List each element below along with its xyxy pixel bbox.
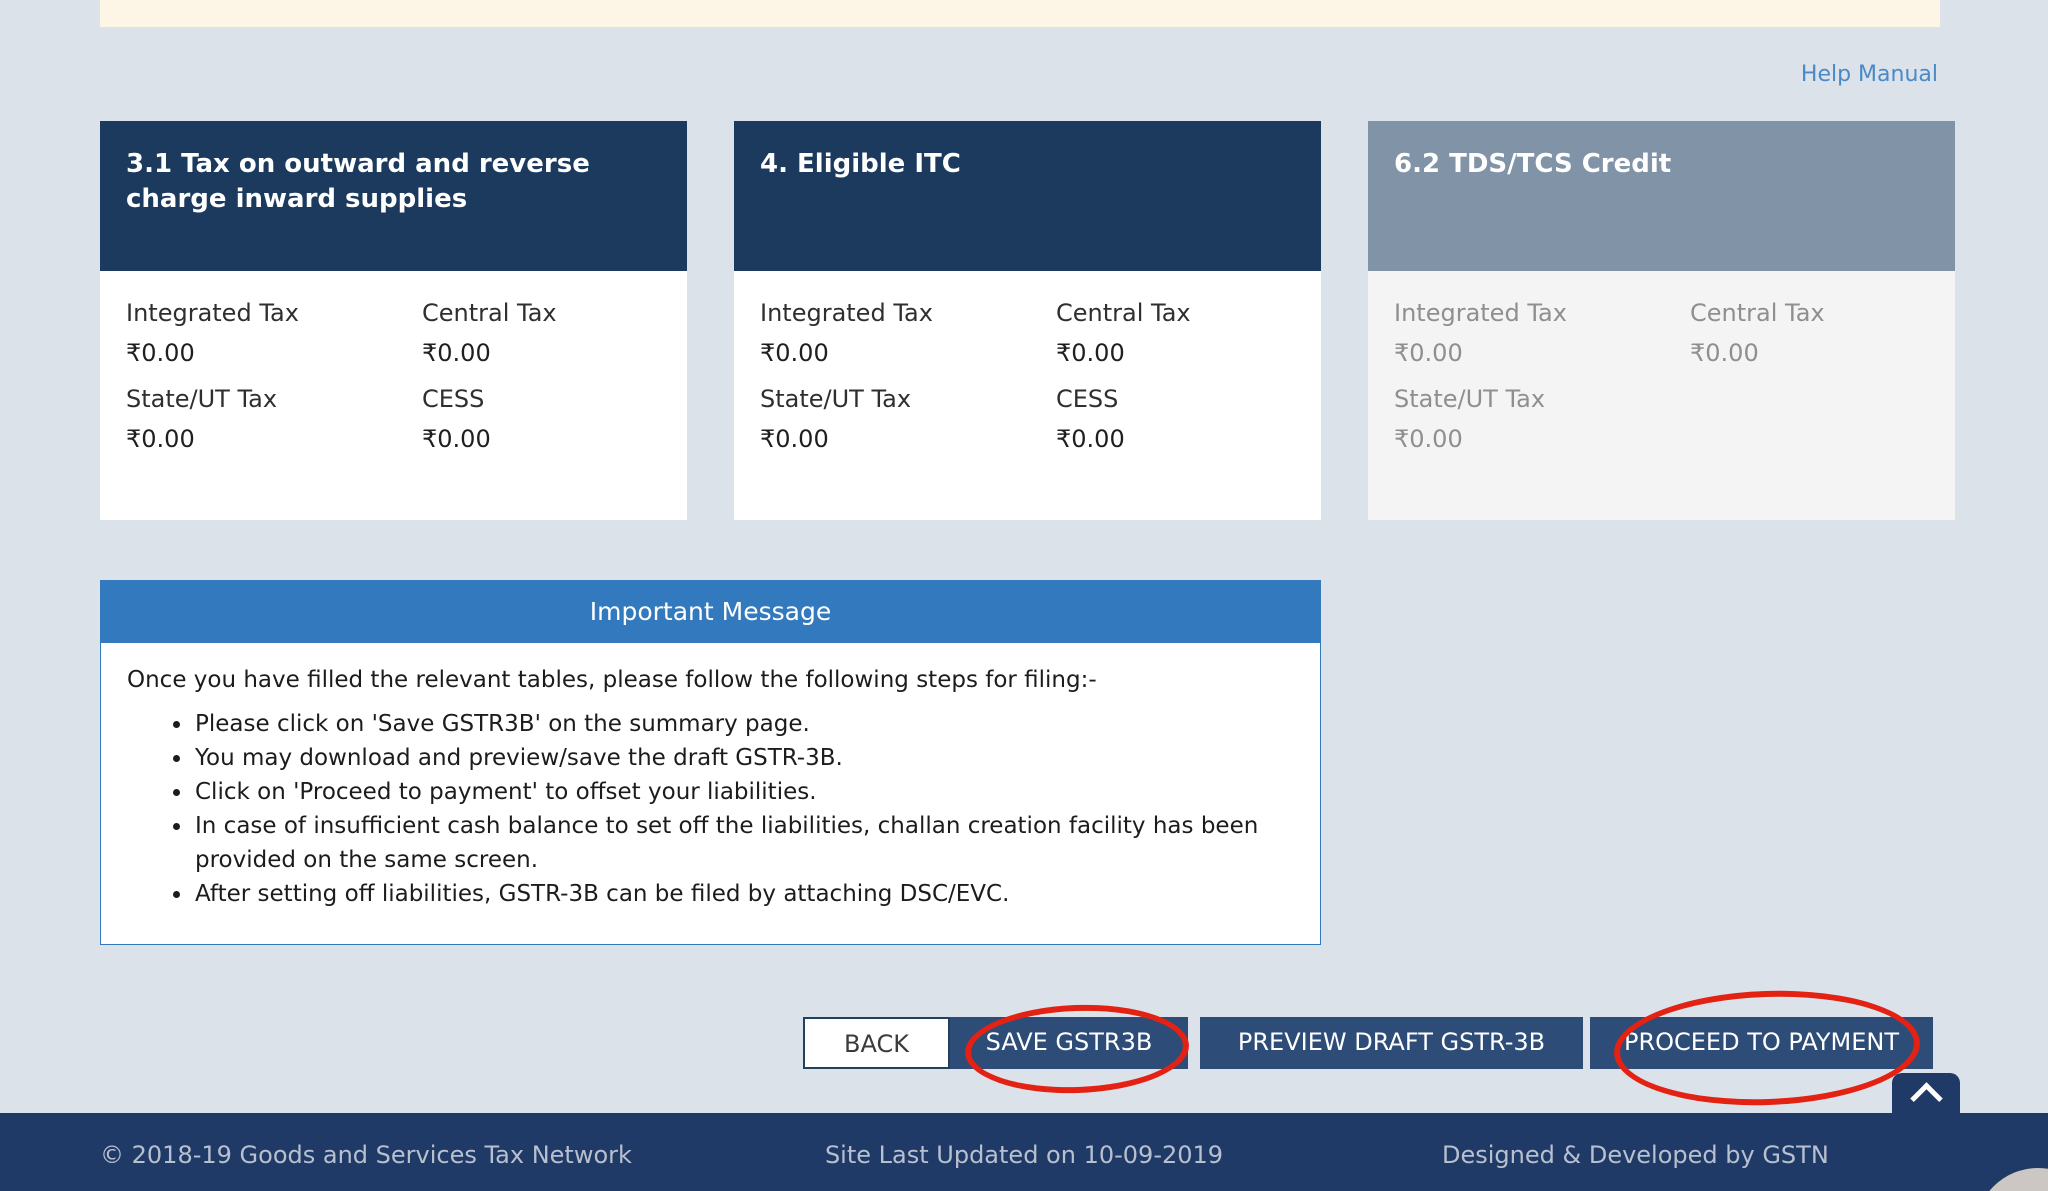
field-value: ₹0.00 [126, 339, 195, 367]
field-value: ₹0.00 [1394, 425, 1463, 453]
field-value: ₹0.00 [1690, 339, 1759, 367]
card-eligible-itc[interactable]: 4. Eligible ITC Integrated Tax ₹0.00 Cen… [734, 121, 1321, 520]
field-label: CESS [1056, 385, 1119, 413]
top-notice-strip [100, 0, 1940, 27]
field-integrated-tax: Integrated Tax ₹0.00 [1394, 299, 1690, 367]
field-label: State/UT Tax [126, 385, 278, 413]
important-message-header: Important Message [101, 581, 1320, 643]
field-value: ₹0.00 [422, 339, 491, 367]
card-eligible-itc-body: Integrated Tax ₹0.00 Central Tax ₹0.00 S… [734, 271, 1321, 520]
card-tds-tcs-credit-header: 6.2 TDS/TCS Credit [1368, 121, 1955, 271]
chevron-up-icon [1909, 1082, 1943, 1115]
message-intro: Once you have filled the relevant tables… [127, 667, 1097, 693]
card-tax-outward[interactable]: 3.1 Tax on outward and reverse charge in… [100, 121, 687, 520]
card-tds-tcs-credit: 6.2 TDS/TCS Credit Integrated Tax ₹0.00 … [1368, 121, 1955, 520]
message-step: Please click on 'Save GSTR3B' on the sum… [193, 707, 1290, 741]
message-step: You may download and preview/save the dr… [193, 741, 1290, 775]
field-label: Central Tax [422, 299, 557, 327]
field-label: State/UT Tax [1394, 385, 1546, 413]
field-value: ₹0.00 [1056, 339, 1125, 367]
footer-last-updated: Site Last Updated on 10-09-2019 [824, 1141, 1224, 1169]
card-title: 6.2 TDS/TCS Credit [1394, 149, 1672, 179]
card-tds-tcs-credit-body: Integrated Tax ₹0.00 Central Tax ₹0.00 S… [1368, 271, 1955, 520]
field-label: Central Tax [1056, 299, 1191, 327]
field-label: Integrated Tax [1394, 299, 1567, 327]
field-value: ₹0.00 [1394, 339, 1463, 367]
preview-draft-gstr3b-button[interactable]: PREVIEW DRAFT GSTR-3B [1200, 1017, 1583, 1069]
field-value: ₹0.00 [760, 425, 829, 453]
proceed-to-payment-button[interactable]: PROCEED TO PAYMENT [1590, 1017, 1933, 1069]
card-tax-outward-header: 3.1 Tax on outward and reverse charge in… [100, 121, 687, 271]
field-state-ut-tax: State/UT Tax ₹0.00 [1394, 385, 1690, 453]
card-tax-outward-body: Integrated Tax ₹0.00 Central Tax ₹0.00 S… [100, 271, 687, 520]
field-value: ₹0.00 [126, 425, 195, 453]
message-step: Click on 'Proceed to payment' to offset … [193, 775, 1290, 809]
field-value: ₹0.00 [1056, 425, 1125, 453]
field-label: State/UT Tax [760, 385, 912, 413]
field-central-tax: Central Tax ₹0.00 [1690, 299, 1935, 367]
field-state-ut-tax: State/UT Tax ₹0.00 [126, 385, 422, 453]
field-label: Integrated Tax [126, 299, 299, 327]
field-value: ₹0.00 [422, 425, 491, 453]
important-message-body: Once you have filled the relevant tables… [101, 643, 1320, 911]
card-title: 3.1 Tax on outward and reverse charge in… [126, 149, 590, 215]
field-value: ₹0.00 [760, 339, 829, 367]
field-cess: CESS ₹0.00 [422, 385, 667, 453]
field-label: CESS [422, 385, 485, 413]
field-central-tax: Central Tax ₹0.00 [1056, 299, 1301, 367]
footer-credit: Designed & Developed by GSTN [1442, 1141, 1829, 1169]
field-integrated-tax: Integrated Tax ₹0.00 [760, 299, 1056, 367]
field-integrated-tax: Integrated Tax ₹0.00 [126, 299, 422, 367]
card-eligible-itc-header: 4. Eligible ITC [734, 121, 1321, 271]
message-step: After setting off liabilities, GSTR-3B c… [193, 877, 1290, 911]
card-title: 4. Eligible ITC [760, 149, 961, 179]
message-steps-list: Please click on 'Save GSTR3B' on the sum… [127, 707, 1290, 911]
footer: © 2018-19 Goods and Services Tax Network… [0, 1113, 2048, 1191]
field-central-tax: Central Tax ₹0.00 [422, 299, 667, 367]
save-gstr3b-button[interactable]: SAVE GSTR3B [950, 1017, 1188, 1069]
field-state-ut-tax: State/UT Tax ₹0.00 [760, 385, 1056, 453]
back-button[interactable]: BACK [803, 1017, 950, 1069]
important-message-box: Important Message Once you have filled t… [100, 580, 1321, 945]
scroll-to-top-button[interactable] [1892, 1073, 1960, 1115]
help-manual-link[interactable]: Help Manual [1800, 62, 1938, 87]
footer-copyright: © 2018-19 Goods and Services Tax Network [100, 1141, 632, 1169]
message-step: In case of insufficient cash balance to … [193, 809, 1290, 877]
field-label: Central Tax [1690, 299, 1825, 327]
field-label: Integrated Tax [760, 299, 933, 327]
field-cess: CESS ₹0.00 [1056, 385, 1301, 453]
